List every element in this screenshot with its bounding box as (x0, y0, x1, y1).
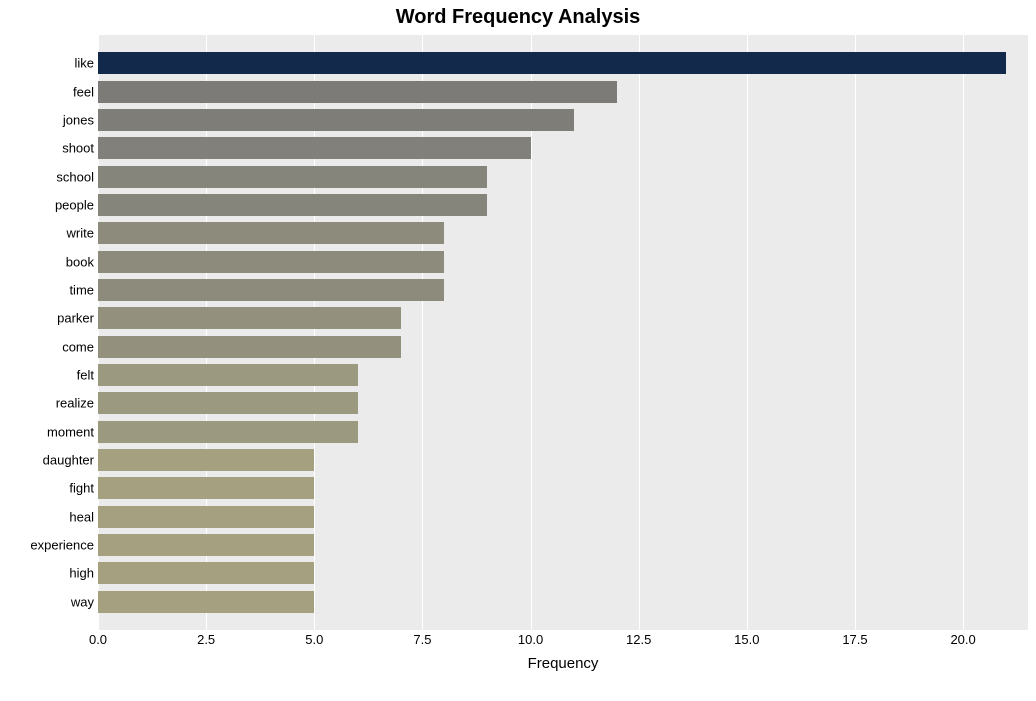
bar (98, 364, 358, 386)
y-tick-label: way (71, 594, 94, 609)
grid-line (747, 35, 748, 630)
word-frequency-chart: Word Frequency Analysis 0.0 2.5 5.0 7.5 10.0… (0, 0, 1036, 701)
bar (98, 137, 531, 159)
y-tick-label: realize (56, 396, 94, 411)
y-tick-label: high (69, 566, 94, 581)
y-tick-label: like (74, 56, 94, 71)
y-tick-label: jones (63, 113, 94, 128)
bar (98, 166, 487, 188)
bar (98, 562, 314, 584)
y-tick-label: come (62, 339, 94, 354)
x-tick-label: 2.5 (197, 632, 215, 647)
x-axis-label: Frequency (98, 655, 1028, 672)
plot-area (98, 35, 1028, 630)
y-tick-label: time (69, 283, 94, 298)
x-tick-label: 17.5 (842, 632, 867, 647)
bar (98, 109, 574, 131)
grid-line (639, 35, 640, 630)
bar (98, 251, 444, 273)
bar (98, 591, 314, 613)
x-ticks: 0.02.55.07.510.012.515.017.520.0 (98, 632, 1028, 650)
y-tick-label: shoot (62, 141, 94, 156)
bar (98, 506, 314, 528)
y-tick-label: fight (69, 481, 94, 496)
bar (98, 52, 1006, 74)
x-tick-label: 12.5 (626, 632, 651, 647)
x-tick-label: 0.0 (89, 632, 107, 647)
y-tick-label: experience (30, 538, 94, 553)
y-tick-label: daughter (43, 453, 94, 468)
y-tick-label: book (66, 254, 94, 269)
bar (98, 194, 487, 216)
x-tick-label: 5.0 (305, 632, 323, 647)
y-tick-label: school (56, 169, 94, 184)
y-tick-label: people (55, 198, 94, 213)
grid-line (855, 35, 856, 630)
bar (98, 81, 617, 103)
y-tick-label: moment (47, 424, 94, 439)
y-tick-label: feel (73, 84, 94, 99)
bar (98, 392, 358, 414)
bar (98, 534, 314, 556)
bar (98, 279, 444, 301)
x-tick-label: 15.0 (734, 632, 759, 647)
x-tick-label: 10.0 (518, 632, 543, 647)
x-tick-label: 20.0 (950, 632, 975, 647)
bar (98, 421, 358, 443)
x-tick-label: 7.5 (413, 632, 431, 647)
chart-title: Word Frequency Analysis (0, 0, 1036, 33)
bar (98, 449, 314, 471)
y-tick-label: felt (77, 368, 94, 383)
bar (98, 477, 314, 499)
grid-line (963, 35, 964, 630)
bar (98, 222, 444, 244)
y-tick-label: write (67, 226, 94, 241)
bar (98, 336, 401, 358)
bar (98, 307, 401, 329)
y-tick-label: heal (69, 509, 94, 524)
y-tick-label: parker (57, 311, 94, 326)
